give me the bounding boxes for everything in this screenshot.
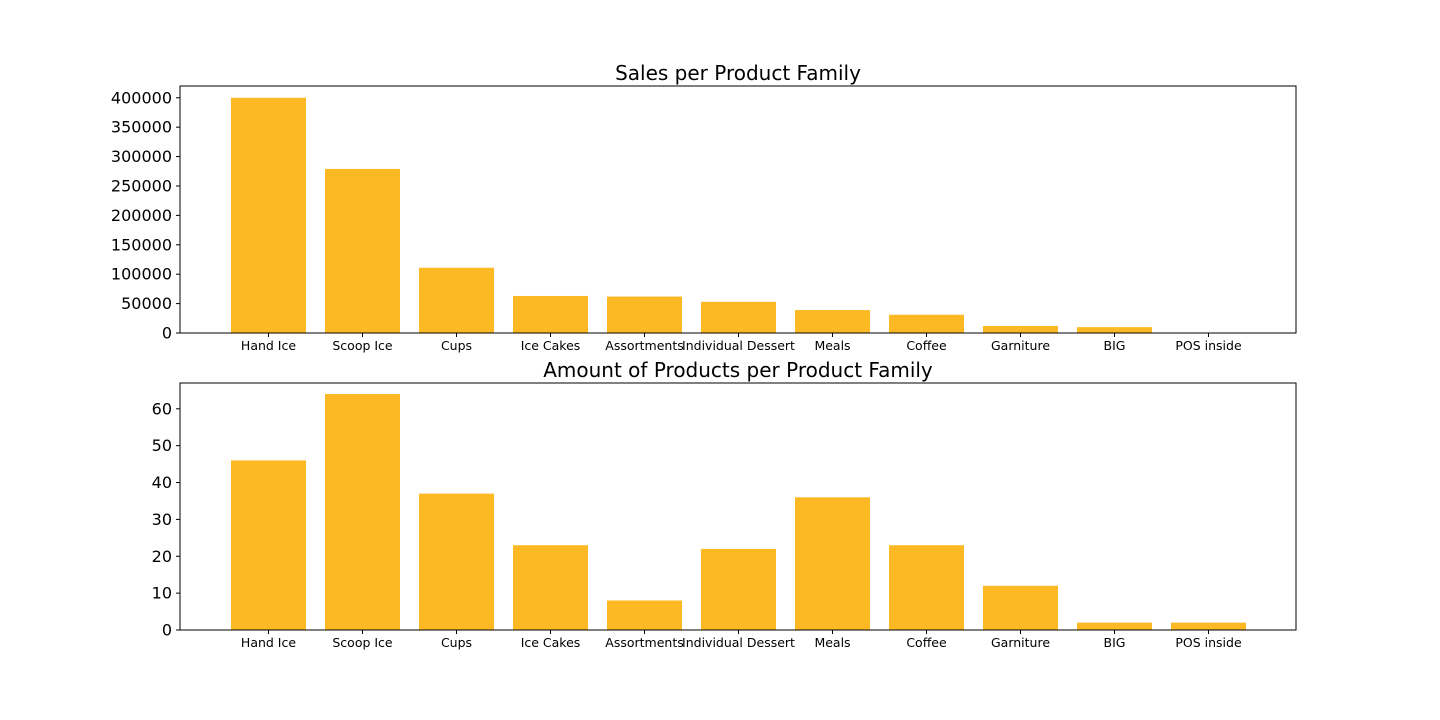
- sales-bar-9: [1077, 327, 1152, 333]
- products-x-tick-label-0: Hand Ice: [241, 635, 296, 650]
- sales-bar-1: [325, 168, 400, 333]
- sales-bar-5: [701, 301, 776, 333]
- products-y-tick-label-3: 30: [152, 510, 172, 529]
- products-y-tick-label-2: 20: [152, 547, 172, 566]
- sales-x-tick-label-6: Meals: [814, 338, 850, 353]
- sales-bar-6: [795, 310, 870, 333]
- products-chart-title: Amount of Products per Product Family: [543, 358, 933, 382]
- products-y-tick-label-1: 10: [152, 584, 172, 603]
- products-x-tick-label-8: Garniture: [991, 635, 1050, 650]
- products-bars: [231, 394, 1246, 630]
- products-bar-9: [1077, 622, 1152, 630]
- sales-x-tick-label-4: Assortments: [605, 338, 683, 353]
- sales-y-tick-label-1: 50000: [121, 294, 172, 313]
- sales-chart: Sales per Product Family 0 50000 100000 150…: [111, 61, 1297, 353]
- sales-x-axis: Hand Ice Scoop Ice Cups Ice Cakes Assortment…: [241, 333, 1242, 353]
- sales-y-tick-label-2: 100000: [111, 265, 172, 284]
- products-bar-4: [607, 600, 682, 630]
- products-bar-6: [795, 497, 870, 630]
- sales-x-tick-label-10: POS inside: [1175, 338, 1242, 353]
- sales-bar-2: [419, 267, 494, 333]
- sales-y-tick-label-8: 400000: [111, 88, 172, 107]
- sales-x-tick-label-5: Individual Dessert: [682, 338, 795, 353]
- sales-x-tick-label-3: Ice Cakes: [521, 338, 581, 353]
- products-x-tick-label-7: Coffee: [906, 635, 947, 650]
- products-bar-2: [419, 493, 494, 630]
- products-x-tick-label-1: Scoop Ice: [332, 635, 393, 650]
- products-x-tick-label-6: Meals: [814, 635, 850, 650]
- sales-bar-7: [889, 314, 964, 333]
- sales-x-tick-label-8: Garniture: [991, 338, 1050, 353]
- sales-bar-8: [983, 325, 1058, 333]
- sales-x-tick-label-2: Cups: [441, 338, 472, 353]
- products-bar-3: [513, 545, 588, 630]
- sales-y-tick-label-6: 300000: [111, 147, 172, 166]
- sales-x-tick-label-7: Coffee: [906, 338, 947, 353]
- sales-bars: [231, 97, 1152, 333]
- sales-y-tick-label-5: 250000: [111, 176, 172, 195]
- products-bar-5: [701, 548, 776, 630]
- products-bar-8: [983, 585, 1058, 630]
- products-bar-0: [231, 460, 306, 630]
- products-y-tick-label-0: 0: [162, 621, 172, 640]
- sales-y-tick-label-0: 0: [162, 324, 172, 343]
- products-x-tick-label-10: POS inside: [1175, 635, 1242, 650]
- sales-bar-4: [607, 296, 682, 333]
- products-y-tick-label-6: 60: [152, 399, 172, 418]
- sales-bar-0: [231, 97, 306, 333]
- products-x-tick-label-2: Cups: [441, 635, 472, 650]
- products-y-tick-label-5: 50: [152, 436, 172, 455]
- sales-x-tick-label-9: BIG: [1104, 338, 1126, 353]
- products-bar-1: [325, 394, 400, 630]
- products-x-axis: Hand Ice Scoop Ice Cups Ice Cakes Assortment…: [241, 630, 1242, 650]
- sales-y-tick-label-4: 200000: [111, 206, 172, 225]
- sales-x-tick-label-1: Scoop Ice: [332, 338, 393, 353]
- products-x-tick-label-4: Assortments: [605, 635, 683, 650]
- products-x-tick-label-9: BIG: [1104, 635, 1126, 650]
- products-bar-7: [889, 545, 964, 630]
- products-x-tick-label-3: Ice Cakes: [521, 635, 581, 650]
- products-bar-10: [1171, 622, 1246, 630]
- sales-chart-title: Sales per Product Family: [615, 61, 861, 85]
- sales-y-tick-label-3: 150000: [111, 235, 172, 254]
- products-y-tick-label-4: 40: [152, 473, 172, 492]
- sales-bar-3: [513, 295, 588, 333]
- products-x-tick-label-5: Individual Dessert: [682, 635, 795, 650]
- products-chart: Amount of Products per Product Family 0 1…: [152, 358, 1297, 650]
- sales-x-tick-label-0: Hand Ice: [241, 338, 296, 353]
- sales-y-tick-label-7: 350000: [111, 118, 172, 137]
- sales-y-axis: 0 50000 100000 150000 200000 250000 300000 3500…: [111, 88, 180, 343]
- products-y-axis: 0 10 20 30 40 50 60: [152, 399, 180, 640]
